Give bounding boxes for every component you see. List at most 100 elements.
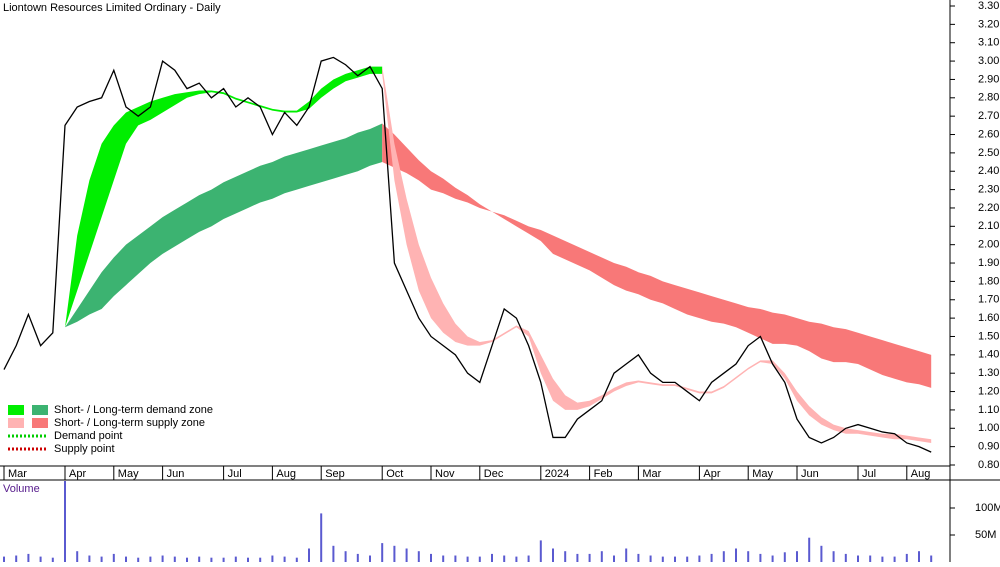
y-tick-label: 1.40 <box>978 349 999 361</box>
volume-bar <box>369 555 371 562</box>
volume-bar <box>576 553 579 562</box>
legend-label: Demand point <box>54 430 123 442</box>
y-tick-label: 1.00 <box>978 422 999 434</box>
volume-bar <box>271 555 274 562</box>
y-tick-label: 1.70 <box>978 294 999 306</box>
y-tick-label: 2.60 <box>978 128 999 140</box>
chart-title: Liontown Resources Limited Ordinary - Da… <box>3 2 221 14</box>
x-tick-label: Sep <box>325 468 345 480</box>
y-tick-label: 0.90 <box>978 441 999 453</box>
x-tick-label: Mar <box>8 468 27 480</box>
volume-bar <box>405 548 408 562</box>
volume-bar <box>393 545 396 562</box>
volume-bar <box>466 556 469 562</box>
volume-bar <box>210 557 213 562</box>
legend-label: Short- / Long-term supply zone <box>54 417 205 429</box>
legend-swatch <box>8 405 24 415</box>
volume-bar <box>64 481 66 562</box>
volume-bar <box>76 551 79 562</box>
volume-bar <box>808 537 811 562</box>
volume-bar <box>332 545 335 562</box>
x-tick-label: Jun <box>801 468 819 480</box>
x-tick-label: Nov <box>435 468 455 480</box>
y-tick-label: 2.00 <box>978 239 999 251</box>
y-tick-label: 1.30 <box>978 367 999 379</box>
volume-bar <box>710 553 713 562</box>
volume-bar <box>149 556 152 562</box>
volume-bar <box>857 555 859 562</box>
y-tick-label: 2.50 <box>978 147 999 159</box>
volume-bar <box>564 551 567 562</box>
y-tick-label: 2.30 <box>978 184 999 196</box>
y-tick-label: 100M <box>975 502 1000 514</box>
y-tick-label: 2.20 <box>978 202 999 214</box>
volume-bar <box>161 555 164 562</box>
x-tick-label: Dec <box>484 468 504 480</box>
y-tick-label: 2.10 <box>978 220 999 232</box>
y-tick-label: 1.60 <box>978 312 999 324</box>
volume-bar <box>832 551 835 562</box>
x-tick-label: Feb <box>594 468 613 480</box>
x-tick-label: Jul <box>862 468 876 480</box>
volume-bar <box>234 556 237 562</box>
volume-bar <box>747 551 750 562</box>
y-tick-label: 3.00 <box>978 55 999 67</box>
volume-bar <box>173 556 176 562</box>
x-tick-label: May <box>118 468 139 480</box>
zone-band <box>382 123 932 388</box>
y-tick-label: 0.80 <box>978 459 999 471</box>
y-tick-label: 1.20 <box>978 385 999 397</box>
volume-bar <box>722 551 725 562</box>
volume-bar <box>735 548 737 562</box>
volume-title: Volume <box>3 483 40 495</box>
volume-bar <box>552 548 554 562</box>
zone-band <box>65 123 383 328</box>
y-tick-label: 2.70 <box>978 110 999 122</box>
y-tick-label: 3.10 <box>978 37 999 49</box>
volume-bar <box>649 555 652 562</box>
volume-bar <box>186 557 188 562</box>
volume-bar <box>295 557 298 562</box>
x-tick-label: Aug <box>276 468 296 480</box>
volume-bar <box>637 553 640 562</box>
volume-bar <box>674 556 676 562</box>
volume-bar <box>869 555 872 562</box>
volume-bar <box>417 551 420 562</box>
x-tick-label: Oct <box>386 468 403 480</box>
price-line <box>3 56 932 453</box>
volume-bar <box>930 555 933 562</box>
x-tick-label: 2024 <box>545 468 569 480</box>
x-tick-label: Apr <box>703 468 720 480</box>
volume-bar <box>247 557 249 562</box>
y-tick-label: 3.20 <box>978 18 999 30</box>
volume-bar <box>491 553 493 562</box>
legend-label: Supply point <box>54 443 115 455</box>
legend-swatch <box>32 405 48 415</box>
volume-bar <box>588 553 591 562</box>
volume-bar <box>454 555 457 562</box>
volume-bar <box>539 540 542 562</box>
x-tick-label: Apr <box>69 468 86 480</box>
y-tick-label: 2.40 <box>978 165 999 177</box>
x-tick-label: Aug <box>911 468 931 480</box>
volume-bar <box>356 553 359 562</box>
volume-bar <box>430 553 432 562</box>
x-tick-label: May <box>752 468 773 480</box>
y-tick-label: 1.50 <box>978 330 999 342</box>
y-tick-label: 3.30 <box>978 0 999 12</box>
volume-bar <box>783 552 786 562</box>
x-tick-label: Jul <box>228 468 242 480</box>
volume-bar <box>442 555 445 562</box>
volume-bar <box>15 555 18 562</box>
volume-bar <box>686 556 689 562</box>
volume-bar <box>344 551 347 562</box>
volume-bar <box>625 548 628 562</box>
volume-bar <box>112 553 115 562</box>
x-tick-label: Mar <box>642 468 661 480</box>
volume-bar <box>796 551 798 562</box>
volume-bar <box>893 556 896 562</box>
volume-bar <box>515 556 518 562</box>
volume-bar <box>137 557 140 562</box>
